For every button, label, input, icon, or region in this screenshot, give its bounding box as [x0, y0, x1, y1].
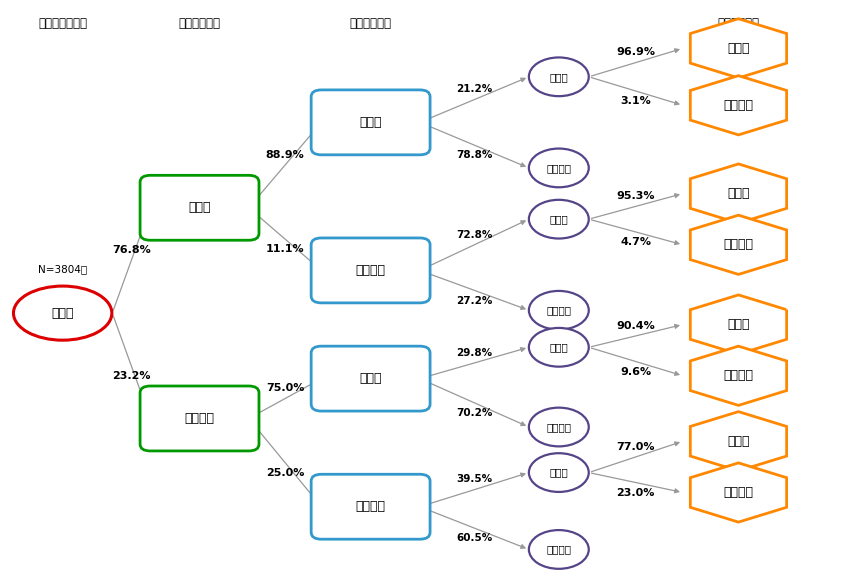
Text: 비이동자: 비이동자: [547, 305, 572, 315]
Text: 비수도권: 비수도권: [723, 369, 753, 382]
Polygon shape: [691, 19, 787, 78]
Text: 9.6%: 9.6%: [620, 367, 652, 377]
Text: 수도권: 수도권: [189, 201, 211, 214]
Text: 수도권: 수도권: [359, 372, 382, 385]
Text: 이동자: 이동자: [549, 467, 568, 478]
Text: 수도권: 수도권: [728, 435, 750, 448]
Text: 96.9%: 96.9%: [616, 47, 655, 58]
Text: 75.0%: 75.0%: [266, 384, 304, 393]
Text: 11.1%: 11.1%: [266, 244, 305, 254]
Text: 첫직장소재지: 첫직장소재지: [350, 17, 392, 30]
Text: 이동자: 이동자: [549, 72, 568, 82]
Polygon shape: [691, 215, 787, 274]
Text: 이동사: 이동사: [549, 214, 568, 224]
Text: 수도권: 수도권: [728, 318, 750, 331]
Ellipse shape: [529, 200, 589, 239]
Polygon shape: [691, 412, 787, 471]
Text: 95.3%: 95.3%: [616, 191, 655, 201]
Text: 88.9%: 88.9%: [266, 150, 305, 160]
Text: 현직장소재지: 현직장소재지: [717, 17, 759, 30]
Ellipse shape: [529, 58, 589, 96]
Text: 고등학교소재지: 고등학교소재지: [38, 17, 87, 30]
Text: 90.4%: 90.4%: [616, 321, 655, 331]
Text: 29.8%: 29.8%: [456, 348, 492, 358]
Text: 대학교소재지: 대학교소재지: [178, 17, 220, 30]
Text: 이동지: 이동지: [549, 342, 568, 352]
Text: 수도권: 수도권: [359, 116, 382, 129]
Text: 60.5%: 60.5%: [456, 534, 492, 543]
Ellipse shape: [529, 453, 589, 492]
Polygon shape: [691, 463, 787, 522]
Text: 21.2%: 21.2%: [456, 85, 492, 94]
Text: 25.0%: 25.0%: [266, 468, 304, 478]
Text: 비수도권: 비수도권: [356, 264, 386, 277]
FancyBboxPatch shape: [311, 474, 430, 539]
Text: 72.8%: 72.8%: [456, 229, 492, 240]
Text: N=3804명: N=3804명: [38, 264, 87, 274]
Text: 77.0%: 77.0%: [616, 442, 655, 451]
Polygon shape: [691, 295, 787, 354]
Text: 수도권: 수도권: [728, 42, 750, 55]
Text: 비수도권: 비수도권: [723, 486, 753, 499]
Text: 27.2%: 27.2%: [456, 296, 492, 305]
Text: 비이동자: 비이동자: [547, 545, 572, 554]
Text: 비수도권: 비수도권: [723, 238, 753, 251]
Text: 23.2%: 23.2%: [112, 371, 151, 381]
Ellipse shape: [529, 328, 589, 367]
FancyBboxPatch shape: [311, 238, 430, 303]
Ellipse shape: [529, 408, 589, 446]
Ellipse shape: [529, 291, 589, 329]
Text: 수도권: 수도권: [52, 306, 74, 320]
Text: 비이동자: 비이동자: [547, 163, 572, 173]
Text: 4.7%: 4.7%: [620, 237, 651, 247]
Text: 비수도권: 비수도권: [356, 500, 386, 513]
FancyBboxPatch shape: [140, 386, 259, 451]
Text: 비이동사: 비이동사: [547, 422, 572, 432]
FancyBboxPatch shape: [140, 175, 259, 240]
Ellipse shape: [14, 286, 112, 340]
Polygon shape: [691, 164, 787, 223]
Text: 비수도권: 비수도권: [184, 412, 214, 425]
Ellipse shape: [529, 530, 589, 569]
Polygon shape: [691, 346, 787, 405]
Text: 70.2%: 70.2%: [456, 408, 492, 418]
Text: 3.1%: 3.1%: [621, 96, 651, 106]
Ellipse shape: [529, 148, 589, 187]
Text: 23.0%: 23.0%: [616, 488, 655, 498]
FancyBboxPatch shape: [311, 90, 430, 155]
FancyBboxPatch shape: [311, 346, 430, 411]
Text: 78.8%: 78.8%: [456, 151, 492, 160]
Text: 39.5%: 39.5%: [456, 474, 492, 484]
Polygon shape: [691, 76, 787, 135]
Text: 76.8%: 76.8%: [112, 245, 151, 255]
Text: 수도권: 수도권: [728, 187, 750, 200]
Text: 비수도권: 비수도권: [723, 99, 753, 112]
